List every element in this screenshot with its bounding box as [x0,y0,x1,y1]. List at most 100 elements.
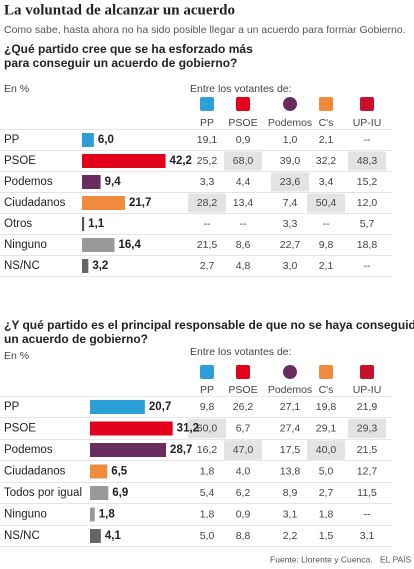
bar [82,196,125,210]
table-cell: 8,8 [236,530,251,542]
bar [90,443,167,457]
unit-label: En % [4,83,29,95]
table-cell: 23,6 [280,176,301,188]
party-name: C's [319,117,334,129]
table-cell: 6,7 [236,422,251,434]
bar-value: 42,2 [170,155,192,167]
table-cell: 6,2 [236,487,251,499]
table-cell: 1,8 [319,508,334,520]
table-cell: 32,2 [316,155,337,167]
row-label: Ninguno [4,509,47,521]
cell-highlight [348,418,386,439]
table-cell: 2,7 [319,487,334,499]
question: un acuerdo de gobierno? [4,332,148,346]
row-label: Otros [4,218,32,230]
row-label: PP [4,401,20,413]
party-logo [360,97,374,111]
table-cell: 4,8 [236,260,251,272]
cell-highlight [271,172,309,192]
row-label: PP [4,134,20,146]
bar [90,507,95,522]
row-label: Todos por igual [4,487,82,499]
party-name: UP-IU [353,384,382,396]
row-label: PSOE [4,423,36,435]
table-cell: 8,9 [283,487,298,499]
table-cell: 13,4 [233,197,254,209]
party-logo [319,365,333,379]
bar-value: 6,9 [112,487,128,499]
cell-highlight [307,440,345,460]
table-cell: -- [364,508,371,520]
table-cell: 13,8 [280,465,301,477]
table-cell: 5,7 [360,218,375,230]
bar [82,154,166,168]
table-cell: 0,9 [236,508,251,520]
party-name: PSOE [228,384,257,396]
title: La voluntad de alcanzar un acuerdo [4,2,235,18]
table-cell: 25,2 [197,155,218,167]
bar-value: 16,4 [118,239,141,251]
bar-value: 21,7 [129,197,151,209]
party-name: C's [319,384,334,396]
bar [82,175,101,189]
bar [82,133,94,147]
table-cell: 3,3 [283,218,298,230]
row-label: Ciudadanos [4,466,66,478]
bar [82,238,115,252]
party-logo [200,365,214,379]
cell-highlight [224,151,262,171]
bar [90,400,145,414]
bar-value: 6,0 [98,134,114,146]
table-cell: -- [240,218,247,230]
table-cell: 1,8 [200,508,215,520]
table-cell: 0,9 [236,134,251,146]
cell-highlight [348,151,386,171]
table-cell: 26,2 [233,401,254,413]
table-cell: 68,0 [233,155,254,167]
table-cell: 21,9 [357,401,378,413]
table-cell: 1,5 [319,530,334,542]
party-logo [200,97,214,111]
party-logo [360,365,374,379]
table-cell: 21,5 [197,239,218,251]
cell-highlight [307,193,345,213]
row-label: Podemos [4,176,53,188]
table-cell: 2,2 [283,530,298,542]
question: ¿Qué partido cree que se ha esforzado má… [4,42,253,56]
bar-value: 20,7 [149,401,171,413]
table-cell: 22,7 [280,239,301,251]
bar [90,529,101,543]
question: ¿Y qué partido es el principal responsab… [4,318,414,332]
table-cell: 7,4 [283,197,298,209]
bar-value: 9,4 [105,176,122,188]
table-cell: 48,3 [357,155,378,167]
row-label: NS/NC [4,260,40,272]
table-cell: 47,0 [233,444,254,456]
source: Fuente: Llorente y Cuenca. [270,554,373,564]
table-cell: 39,0 [280,155,301,167]
table-cell: 27,1 [280,401,301,413]
table-cell: 29,1 [316,422,337,434]
party-logo [319,97,333,111]
bar-value: 31,2 [177,423,199,435]
table-cell: 15,2 [357,176,378,188]
table-cell: 3,4 [319,176,334,188]
party-name: Podemos [268,384,312,396]
table-cell: 28,2 [197,197,218,209]
table-cell: 4,0 [236,465,251,477]
table-cell: 18,8 [357,239,378,251]
table-cell: 2,1 [319,260,334,272]
table-cell: 29,3 [357,422,378,434]
table-cell: 1,8 [200,465,215,477]
table-cell: 19,8 [316,401,337,413]
row-label: Ciudadanos [4,197,66,209]
table-cell: 1,0 [283,134,298,146]
row-label: Podemos [4,444,53,456]
table-cell: 27,4 [280,422,301,434]
bar-value: 6,5 [111,466,128,478]
table-cell: -- [364,134,371,146]
table-cell: 8,6 [236,239,251,251]
bar-value: 4,1 [105,530,122,542]
bar-value: 28,7 [170,444,192,456]
